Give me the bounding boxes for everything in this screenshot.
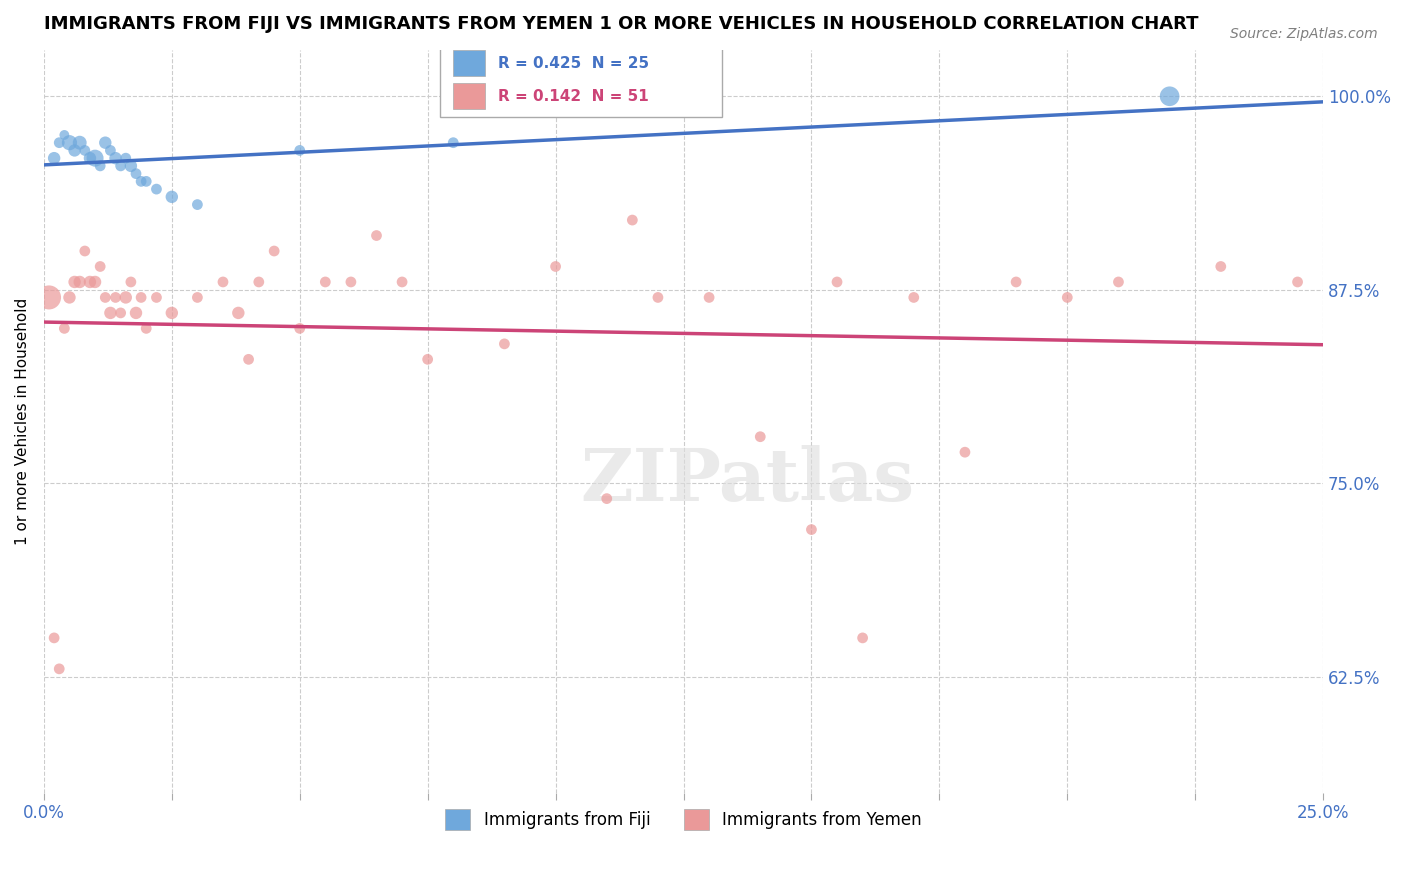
- Point: [186, 290, 208, 304]
- Point: [238, 352, 260, 367]
- Point: [120, 159, 142, 173]
- Text: Source: ZipAtlas.com: Source: ZipAtlas.com: [1230, 27, 1378, 41]
- Point: [441, 136, 464, 150]
- Point: [1005, 275, 1028, 289]
- Point: [114, 151, 136, 165]
- Point: [145, 182, 167, 196]
- Point: [58, 290, 80, 304]
- Point: [263, 244, 285, 258]
- Point: [100, 306, 122, 320]
- Point: [73, 144, 96, 158]
- Point: [48, 662, 70, 676]
- Point: [391, 275, 413, 289]
- Point: [186, 197, 208, 211]
- Point: [160, 190, 183, 204]
- Point: [84, 275, 107, 289]
- Point: [120, 275, 142, 289]
- Point: [125, 306, 148, 320]
- Point: [494, 337, 516, 351]
- Point: [697, 290, 720, 304]
- Point: [125, 167, 148, 181]
- Point: [42, 631, 65, 645]
- Point: [63, 275, 86, 289]
- Text: ZIPatlas: ZIPatlas: [581, 445, 914, 516]
- Point: [596, 491, 619, 506]
- Point: [544, 260, 567, 274]
- Point: [104, 290, 127, 304]
- Point: [73, 244, 96, 258]
- Point: [94, 136, 117, 150]
- Point: [114, 290, 136, 304]
- Point: [48, 136, 70, 150]
- Point: [135, 174, 157, 188]
- Point: [160, 306, 183, 320]
- Point: [953, 445, 976, 459]
- Point: [314, 275, 336, 289]
- Point: [129, 290, 152, 304]
- Point: [228, 306, 250, 320]
- Point: [135, 321, 157, 335]
- Point: [100, 144, 122, 158]
- Point: [852, 631, 875, 645]
- Legend: Immigrants from Fiji, Immigrants from Yemen: Immigrants from Fiji, Immigrants from Ye…: [439, 803, 928, 837]
- Point: [212, 275, 235, 289]
- Point: [1107, 275, 1129, 289]
- Point: [825, 275, 848, 289]
- Text: R = 0.142  N = 51: R = 0.142 N = 51: [498, 89, 648, 104]
- Point: [53, 128, 76, 142]
- Point: [110, 159, 132, 173]
- Point: [288, 144, 311, 158]
- Point: [58, 136, 80, 150]
- Point: [69, 275, 91, 289]
- Text: R = 0.425  N = 25: R = 0.425 N = 25: [498, 55, 650, 70]
- Point: [129, 174, 152, 188]
- Point: [38, 290, 60, 304]
- Y-axis label: 1 or more Vehicles in Household: 1 or more Vehicles in Household: [15, 298, 30, 545]
- Point: [288, 321, 311, 335]
- Point: [69, 136, 91, 150]
- Point: [145, 290, 167, 304]
- Point: [94, 290, 117, 304]
- Point: [63, 144, 86, 158]
- Point: [1209, 260, 1232, 274]
- Point: [800, 523, 823, 537]
- Point: [1159, 89, 1181, 103]
- Point: [1286, 275, 1309, 289]
- Point: [621, 213, 644, 227]
- Point: [89, 260, 111, 274]
- Point: [79, 151, 101, 165]
- Point: [416, 352, 439, 367]
- Point: [79, 275, 101, 289]
- Point: [104, 151, 127, 165]
- Point: [749, 430, 772, 444]
- Point: [42, 151, 65, 165]
- Point: [366, 228, 388, 243]
- Point: [1056, 290, 1078, 304]
- FancyBboxPatch shape: [453, 83, 485, 109]
- Text: IMMIGRANTS FROM FIJI VS IMMIGRANTS FROM YEMEN 1 OR MORE VEHICLES IN HOUSEHOLD CO: IMMIGRANTS FROM FIJI VS IMMIGRANTS FROM …: [44, 15, 1198, 33]
- FancyBboxPatch shape: [440, 43, 721, 117]
- Point: [247, 275, 270, 289]
- FancyBboxPatch shape: [453, 50, 485, 76]
- Point: [340, 275, 363, 289]
- Point: [53, 321, 76, 335]
- Point: [110, 306, 132, 320]
- Point: [84, 151, 107, 165]
- Point: [903, 290, 925, 304]
- Point: [89, 159, 111, 173]
- Point: [647, 290, 669, 304]
